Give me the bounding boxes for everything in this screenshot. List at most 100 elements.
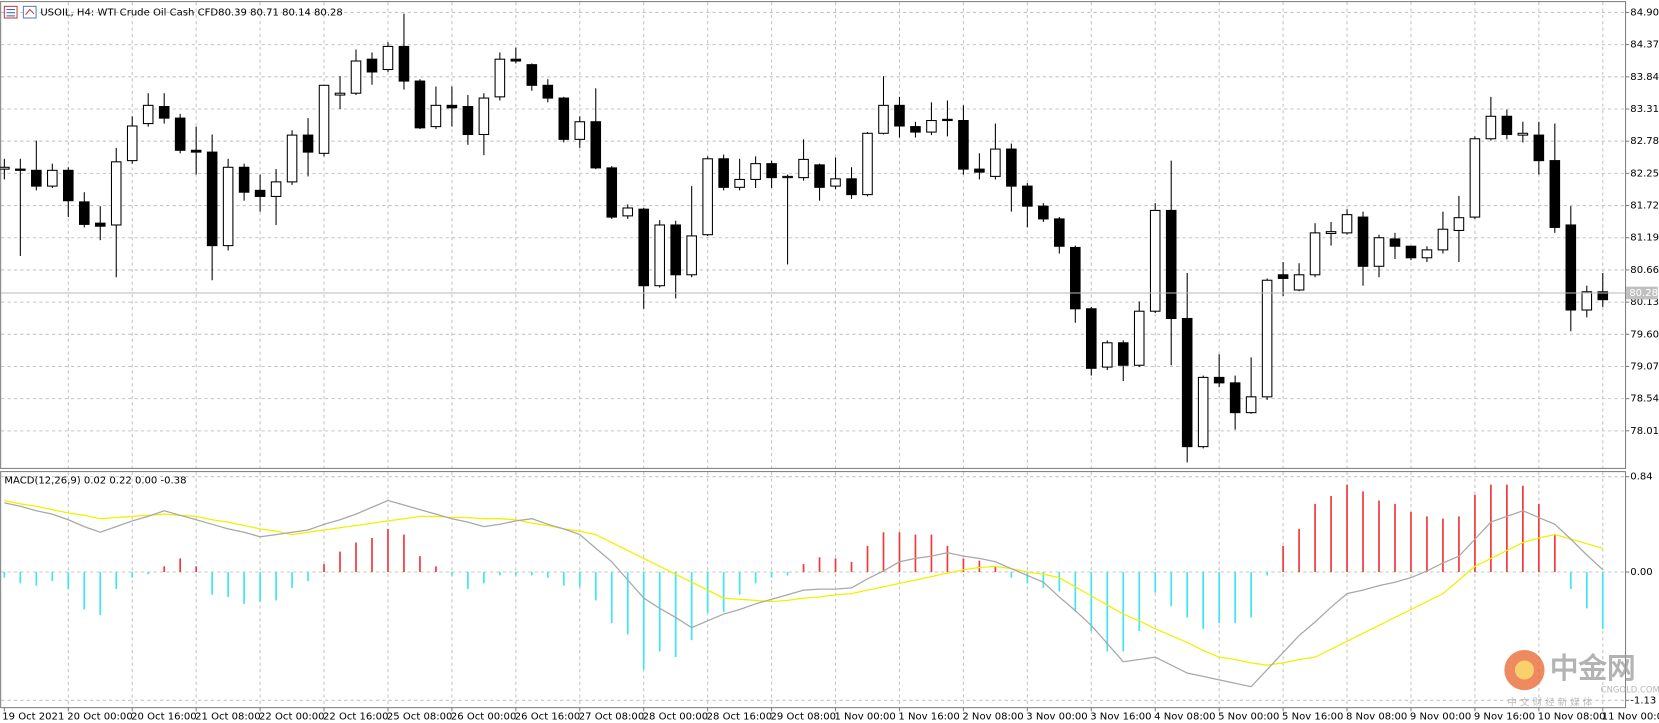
candle-body (462, 106, 474, 136)
x-tick-label: 8 Nov 08:00 (1346, 712, 1407, 723)
candle-body (1565, 224, 1577, 311)
y-tick-label: 0.84 (1630, 472, 1652, 483)
candle-body (94, 222, 106, 227)
indicator-line (4, 499, 1603, 666)
candle-body (62, 169, 74, 202)
candle-body (1165, 209, 1177, 320)
candle-body (158, 106, 170, 119)
candle-body (622, 207, 634, 217)
candle-body (366, 58, 378, 73)
candle-body (1373, 237, 1385, 267)
candle-body (430, 104, 442, 128)
y-tick-label: 81.72 (1630, 201, 1659, 212)
candle-body (31, 169, 42, 187)
candle-body (510, 58, 522, 62)
candle-body (334, 92, 346, 96)
candle-body (1485, 115, 1497, 140)
ohlc-text: 80.39 80.71 80.14 80.28 (218, 8, 343, 19)
candle-body (1389, 238, 1401, 247)
x-tick-label: 1 Nov 16:00 (898, 712, 959, 723)
last-price-label: 80.28 (1629, 288, 1658, 299)
candle-body (110, 161, 122, 226)
candle-body (942, 118, 953, 122)
watermark-name: 中金网 (1550, 651, 1636, 685)
y-tick-label: 83.31 (1630, 104, 1659, 115)
watermark-slogan: 中 文 财 经 新 媒 体 (1508, 696, 1593, 708)
x-tick-label: 29 Oct 08:00 (771, 712, 837, 723)
candle-body (318, 84, 330, 154)
candle-body (670, 224, 681, 276)
x-tick-label: 22 Oct 00:00 (259, 712, 325, 723)
candle-body (302, 134, 314, 153)
candle-body (1213, 376, 1225, 384)
candle-body (190, 149, 202, 153)
candle-body (414, 80, 426, 129)
candle-body (1437, 228, 1449, 251)
candle-body (1229, 382, 1241, 414)
y-tick-label: 84.37 (1630, 40, 1659, 51)
last-price-box (1626, 286, 1658, 300)
candle-body (1533, 134, 1545, 162)
candle-body (1517, 132, 1529, 136)
x-tick-label: 9 Nov 00:00 (1410, 712, 1471, 723)
icon (22, 5, 37, 19)
candle-body (1070, 246, 1081, 310)
x-tick-label: 21 Oct 08:00 (195, 712, 261, 723)
candle-body (574, 121, 586, 140)
candle-body (1421, 249, 1433, 259)
y-tick-label: 81.19 (1630, 233, 1659, 244)
candle-body (494, 58, 506, 98)
candle-body (1261, 279, 1273, 398)
candle-body (798, 158, 809, 179)
candle-body (1469, 138, 1481, 218)
watermark: 中金网 CNGOLD.COM 中 文 财 经 新 媒 体 (1504, 649, 1659, 708)
candle-body (238, 166, 250, 193)
y-tick-label: -1.13 (1630, 695, 1656, 706)
candle-body (446, 104, 458, 109)
candle-body (1293, 274, 1305, 291)
candle-body (78, 201, 90, 225)
y-tick-label: 78.54 (1630, 394, 1659, 405)
chart-title: USOIL, H4: WTI Crude Oil Cash CFD (40, 8, 218, 19)
candle-body (1085, 308, 1097, 369)
candle-body (862, 132, 873, 196)
candle-body (1341, 214, 1353, 234)
candle-body (1597, 291, 1609, 301)
y-tick-label: 82.25 (1630, 168, 1659, 179)
candle-body (1277, 274, 1289, 279)
candle-body (750, 163, 761, 180)
icon (25, 8, 35, 16)
candle-body (846, 178, 857, 196)
x-tick-label: 3 Nov 00:00 (1026, 712, 1087, 723)
candle-body (814, 164, 825, 188)
x-tick-label: 22 Oct 16:00 (323, 712, 389, 723)
x-tick-label: 26 Oct 16:00 (515, 712, 581, 723)
candle-body (702, 158, 713, 236)
y-tick-label: 79.60 (1630, 329, 1659, 340)
candle-body (974, 168, 985, 173)
candle-body (926, 120, 937, 133)
watermark-site: CNGOLD.COM (1601, 685, 1659, 695)
candle-body (15, 168, 26, 171)
x-tick-label: 10 Nov 08:00 (1538, 712, 1606, 723)
candle-body (398, 45, 410, 82)
x-tick-label: 26 Oct 00:00 (451, 712, 517, 723)
candle-body (1581, 291, 1593, 311)
x-tick-label: 9 Nov 16:00 (1474, 712, 1535, 723)
candle-body (1309, 232, 1321, 276)
candle-body (958, 120, 969, 170)
x-tick-label: 27 Oct 08:00 (579, 712, 645, 723)
candle-body (1405, 245, 1417, 259)
x-tick-label: 4 Nov 08:00 (1154, 712, 1215, 723)
x-tick-label: 28 Oct 16:00 (707, 712, 773, 723)
y-tick-label: 0.00 (1630, 567, 1652, 578)
candle-body (1054, 218, 1065, 247)
candle-body (990, 148, 1001, 177)
candle-body (350, 60, 362, 94)
candle-body (47, 169, 58, 187)
candle-body (0, 166, 10, 170)
candle-body (382, 45, 394, 71)
candle-body (734, 178, 745, 188)
y-tick-label: 83.84 (1630, 72, 1659, 83)
x-tick-label: 25 Oct 08:00 (387, 712, 453, 723)
